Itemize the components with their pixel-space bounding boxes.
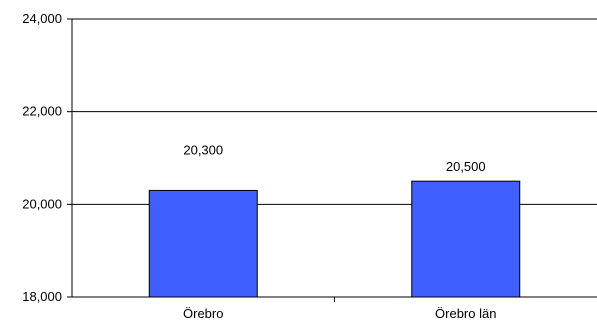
data-label: 20,300 bbox=[183, 142, 223, 157]
x-tick-label: Örebro bbox=[183, 306, 223, 321]
y-tick-label: 24,000 bbox=[22, 11, 62, 26]
y-tick-labels: 18,000 20,000 22,000 24,000 bbox=[22, 11, 62, 304]
x-tick-labels: Örebro Örebro län bbox=[183, 297, 496, 321]
bar bbox=[148, 189, 258, 298]
x-tick-label: Örebro län bbox=[435, 306, 496, 321]
y-tick-label: 18,000 bbox=[22, 289, 62, 304]
data-label: 20,500 bbox=[446, 159, 486, 174]
y-tick-label: 20,000 bbox=[22, 196, 62, 211]
bar bbox=[411, 180, 521, 298]
y-tick-label: 22,000 bbox=[22, 104, 62, 119]
data-labels: 20,300 20,500 bbox=[183, 142, 485, 174]
bars bbox=[148, 180, 521, 298]
